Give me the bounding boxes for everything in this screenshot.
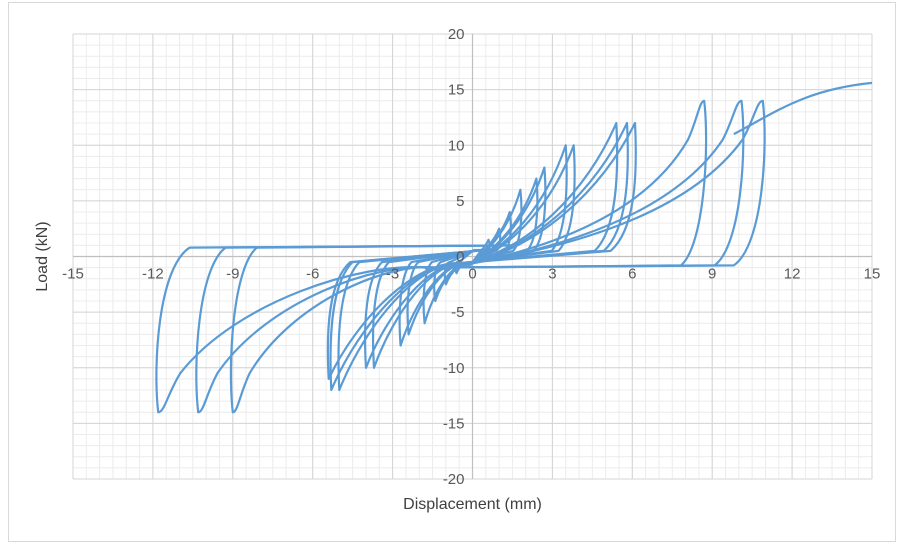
x-axis-title: Displacement (mm): [403, 496, 542, 513]
x-tick-label: -6: [306, 266, 319, 283]
hysteresis-loop-14: [155, 99, 766, 414]
y-tick-label: -15: [443, 415, 465, 432]
x-tick-label: 12: [784, 266, 801, 283]
x-tick-label: 3: [548, 266, 556, 283]
y-tick-label: -10: [443, 360, 465, 377]
y-tick-label: 5: [456, 193, 464, 210]
x-tick-label: -15: [62, 266, 84, 283]
x-tick-label: 0: [468, 266, 476, 283]
chart-frame: -15 -12 -9 -6 -3 0 3 6 9 12 15 -20 -15 -10 -5 0 5 10 15 20 …: [8, 2, 896, 542]
y-tick-label: 10: [448, 137, 465, 154]
x-tick-label: 9: [708, 266, 716, 283]
hysteresis-loop-11: [337, 121, 637, 392]
y-tick-label: 20: [448, 26, 465, 43]
x-tick-label: -3: [386, 266, 399, 283]
y-tick-label: 15: [448, 82, 465, 99]
chart-svg: -15 -12 -9 -6 -3 0 3 6 9 12 15-20-15-10-505101520 …: [34, 26, 880, 513]
axes-layer: [73, 34, 872, 479]
x-tick-label: -12: [142, 266, 164, 283]
final-envelope-curve: [733, 81, 873, 136]
curve-layer: [155, 81, 873, 414]
y-tick-label: -5: [451, 304, 464, 321]
y-tick-label: -20: [443, 471, 465, 488]
y-tick-label: 0: [456, 249, 464, 266]
x-tick-label: 6: [628, 266, 636, 283]
x-tick-label: -9: [226, 266, 239, 283]
y-axis-title: Load (kN): [34, 221, 51, 291]
labels-layer: -15 -12 -9 -6 -3 0 3 6 9 12 15 -20 -15 -10 -5 0 5 10 15 20: [62, 26, 880, 488]
x-tick-label: 15: [864, 266, 881, 283]
